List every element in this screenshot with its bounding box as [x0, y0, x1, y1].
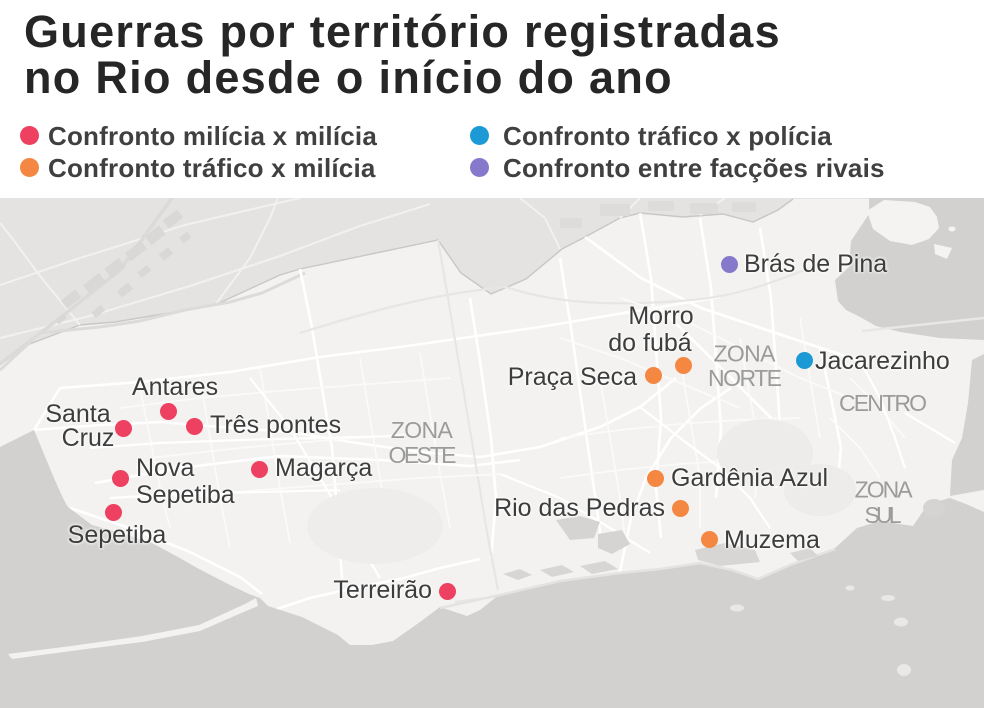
svg-text:CENTRO: CENTRO	[839, 390, 927, 416]
svg-text:OESTE: OESTE	[389, 442, 457, 468]
svg-text:SUL: SUL	[865, 502, 902, 528]
svg-text:ZONA: ZONA	[855, 477, 914, 503]
svg-text:NORTE: NORTE	[708, 365, 782, 391]
svg-text:ZONA: ZONA	[714, 341, 777, 367]
svg-text:ZONA: ZONA	[391, 417, 454, 443]
